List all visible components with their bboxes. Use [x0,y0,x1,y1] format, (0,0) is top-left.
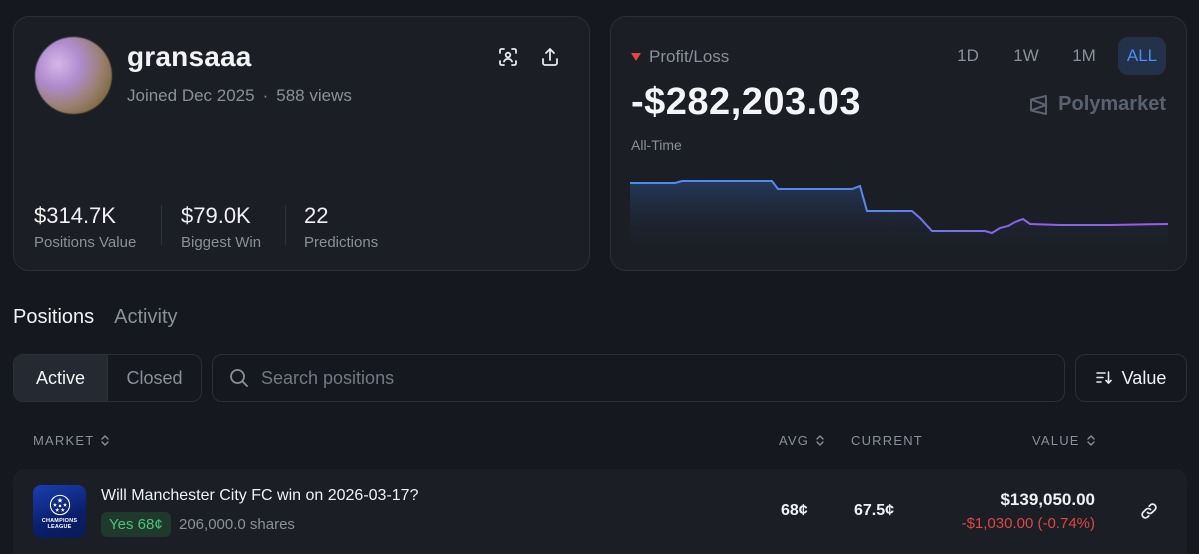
column-header-label: VALUE [1032,433,1080,448]
search-input[interactable] [261,367,1021,389]
stat-label: Biggest Win [181,234,262,251]
pnl-sparkline [630,180,1168,259]
meta-separator: · [262,86,269,105]
filter-closed-button[interactable]: Closed [126,367,183,388]
views-count: 588 views [276,86,352,105]
column-header-label: MARKET [33,433,95,448]
scan-icon[interactable] [497,46,519,68]
avg-price: 68¢ [781,502,808,519]
column-header-avg[interactable]: AVG [779,433,825,448]
position-value: $139,050.00 [1000,490,1095,509]
profit-loss-card: Profit/Loss -$282,203.03 All-Time 1D 1W … [610,16,1187,271]
stat-value: $79.0K [181,203,251,228]
column-header-market[interactable]: MARKET [33,433,110,448]
shares-count: 206,000.0 shares [179,516,295,533]
tab-activity[interactable]: Activity [114,306,178,328]
outcome-badge: Yes 68¢ [101,512,171,537]
pnl-period-label: All-Time [631,137,682,153]
champions-league-logo: CHAMPIONS LEAGUE [33,485,86,538]
sort-toggle-icon [101,435,110,446]
sort-toggle-icon [1086,435,1095,446]
stat-value: $314.7K [34,203,116,228]
username: gransaaa [127,41,252,72]
share-icon[interactable] [539,46,561,68]
sort-descending-icon [1095,371,1112,384]
star-ball-icon [49,494,70,515]
search-icon [230,369,248,387]
range-tab-1w[interactable]: 1W [1013,46,1039,65]
position-pnl: -$1,030.00 (-0.74%) [961,515,1095,532]
column-header-current: CURRENT [851,433,923,448]
sort-label: Value [1121,367,1167,388]
range-tabs: 1D 1W 1M ALL [944,37,1166,75]
search-box [212,354,1065,402]
current-price: 67.5¢ [854,502,895,519]
range-tab-1m[interactable]: 1M [1072,46,1096,65]
pnl-amount: -$282,203.03 [631,81,861,123]
table-row[interactable]: CHAMPIONS LEAGUE Will Manchester City FC… [13,469,1187,554]
range-tab-1d[interactable]: 1D [957,46,979,65]
column-header-label: CURRENT [851,433,923,448]
stat-divider [161,205,162,245]
pnl-header: Profit/Loss [631,47,729,67]
stat-biggest-win: $79.0K Biggest Win [181,203,261,251]
stat-label: Positions Value [34,234,137,251]
joined-date: Joined Dec 2025 [127,86,255,105]
column-header-label: AVG [779,433,810,448]
stat-value: 22 [304,203,329,228]
brand-name: Polymarket [1058,93,1166,115]
profile-card: gransaaa Joined Dec 2025 · 588 views $314.… [13,16,590,271]
polymarket-logo-icon [1030,94,1048,115]
sort-value-button[interactable]: Value [1075,354,1187,402]
down-triangle-icon [631,53,641,61]
avatar[interactable] [35,37,112,114]
stat-positions-value: $314.7K Positions Value [34,203,136,251]
profile-meta: Joined Dec 2025 · 588 views [127,86,352,106]
status-filter: Active Closed [13,354,202,402]
stat-label: Predictions [304,234,379,251]
market-title[interactable]: Will Manchester City FC win on 2026-03-1… [101,487,419,504]
brand: Polymarket [1028,93,1166,116]
column-header-value[interactable]: VALUE [1032,433,1096,448]
link-icon[interactable] [1139,501,1159,521]
stat-predictions: 22 Predictions [304,203,378,251]
sparkline-line [630,180,1168,235]
range-tab-all[interactable]: ALL [1118,37,1166,75]
section-tabs: Positions Activity [13,306,178,329]
sparkline-area [630,181,1168,259]
tab-positions[interactable]: Positions [13,306,95,328]
logo-text: CHAMPIONS LEAGUE [41,517,78,530]
sort-toggle-icon [816,435,824,446]
pnl-title: Profit/Loss [649,47,730,66]
filter-active-button[interactable]: Active [14,355,108,401]
stat-divider [285,205,286,245]
